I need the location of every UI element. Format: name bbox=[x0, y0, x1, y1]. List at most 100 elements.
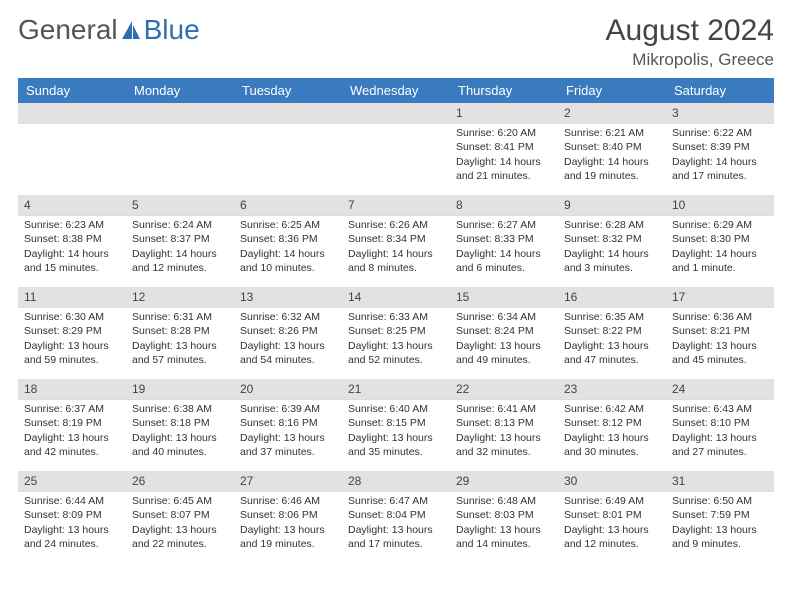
daylight2-line: and 32 minutes. bbox=[456, 445, 552, 459]
daylight1-line: Daylight: 13 hours bbox=[672, 431, 768, 445]
sunset-line: Sunset: 8:03 PM bbox=[456, 508, 552, 522]
sunrise-line: Sunrise: 6:47 AM bbox=[348, 494, 444, 508]
day-number: 8 bbox=[450, 195, 558, 216]
day-number: 11 bbox=[18, 287, 126, 308]
day-cell: 13Sunrise: 6:32 AMSunset: 8:26 PMDayligh… bbox=[234, 287, 342, 379]
daylight2-line: and 54 minutes. bbox=[240, 353, 336, 367]
sunset-line: Sunset: 8:29 PM bbox=[24, 324, 120, 338]
sunset-line: Sunset: 8:33 PM bbox=[456, 232, 552, 246]
day-number: 24 bbox=[666, 379, 774, 400]
day-body: Sunrise: 6:29 AMSunset: 8:30 PMDaylight:… bbox=[666, 216, 774, 279]
day-cell: 16Sunrise: 6:35 AMSunset: 8:22 PMDayligh… bbox=[558, 287, 666, 379]
sunrise-line: Sunrise: 6:49 AM bbox=[564, 494, 660, 508]
sunrise-line: Sunrise: 6:28 AM bbox=[564, 218, 660, 232]
daylight2-line: and 9 minutes. bbox=[672, 537, 768, 551]
day-body: Sunrise: 6:27 AMSunset: 8:33 PMDaylight:… bbox=[450, 216, 558, 279]
day-body: Sunrise: 6:50 AMSunset: 7:59 PMDaylight:… bbox=[666, 492, 774, 555]
day-number: 12 bbox=[126, 287, 234, 308]
daylight1-line: Daylight: 14 hours bbox=[456, 247, 552, 261]
day-body: Sunrise: 6:30 AMSunset: 8:29 PMDaylight:… bbox=[18, 308, 126, 371]
day-cell: 9Sunrise: 6:28 AMSunset: 8:32 PMDaylight… bbox=[558, 195, 666, 287]
weekday-header: Wednesday bbox=[342, 78, 450, 103]
day-body: Sunrise: 6:33 AMSunset: 8:25 PMDaylight:… bbox=[342, 308, 450, 371]
day-cell: 8Sunrise: 6:27 AMSunset: 8:33 PMDaylight… bbox=[450, 195, 558, 287]
day-body: Sunrise: 6:38 AMSunset: 8:18 PMDaylight:… bbox=[126, 400, 234, 463]
daylight1-line: Daylight: 13 hours bbox=[348, 339, 444, 353]
sunrise-line: Sunrise: 6:33 AM bbox=[348, 310, 444, 324]
sunrise-line: Sunrise: 6:38 AM bbox=[132, 402, 228, 416]
daylight1-line: Daylight: 13 hours bbox=[132, 523, 228, 537]
sunset-line: Sunset: 8:28 PM bbox=[132, 324, 228, 338]
daylight1-line: Daylight: 13 hours bbox=[24, 431, 120, 445]
day-number: 17 bbox=[666, 287, 774, 308]
day-cell: 14Sunrise: 6:33 AMSunset: 8:25 PMDayligh… bbox=[342, 287, 450, 379]
day-number bbox=[126, 103, 234, 124]
daylight2-line: and 19 minutes. bbox=[240, 537, 336, 551]
weekday-header: Friday bbox=[558, 78, 666, 103]
weekday-header: Tuesday bbox=[234, 78, 342, 103]
sunset-line: Sunset: 8:06 PM bbox=[240, 508, 336, 522]
day-number: 1 bbox=[450, 103, 558, 124]
brand-part1: General bbox=[18, 14, 118, 46]
day-number: 14 bbox=[342, 287, 450, 308]
month-title: August 2024 bbox=[606, 14, 774, 48]
sunrise-line: Sunrise: 6:23 AM bbox=[24, 218, 120, 232]
day-body: Sunrise: 6:21 AMSunset: 8:40 PMDaylight:… bbox=[558, 124, 666, 187]
sunset-line: Sunset: 8:13 PM bbox=[456, 416, 552, 430]
daylight2-line: and 57 minutes. bbox=[132, 353, 228, 367]
sunrise-line: Sunrise: 6:40 AM bbox=[348, 402, 444, 416]
day-number: 27 bbox=[234, 471, 342, 492]
day-body: Sunrise: 6:24 AMSunset: 8:37 PMDaylight:… bbox=[126, 216, 234, 279]
daylight2-line: and 52 minutes. bbox=[348, 353, 444, 367]
day-body: Sunrise: 6:22 AMSunset: 8:39 PMDaylight:… bbox=[666, 124, 774, 187]
sunrise-line: Sunrise: 6:36 AM bbox=[672, 310, 768, 324]
day-cell: 6Sunrise: 6:25 AMSunset: 8:36 PMDaylight… bbox=[234, 195, 342, 287]
day-number: 21 bbox=[342, 379, 450, 400]
day-cell bbox=[342, 103, 450, 195]
day-cell: 12Sunrise: 6:31 AMSunset: 8:28 PMDayligh… bbox=[126, 287, 234, 379]
weekday-header-row: Sunday Monday Tuesday Wednesday Thursday… bbox=[18, 78, 774, 103]
week-row: 11Sunrise: 6:30 AMSunset: 8:29 PMDayligh… bbox=[18, 287, 774, 379]
day-cell: 31Sunrise: 6:50 AMSunset: 7:59 PMDayligh… bbox=[666, 471, 774, 563]
day-number: 26 bbox=[126, 471, 234, 492]
day-body: Sunrise: 6:41 AMSunset: 8:13 PMDaylight:… bbox=[450, 400, 558, 463]
sunset-line: Sunset: 8:36 PM bbox=[240, 232, 336, 246]
daylight1-line: Daylight: 13 hours bbox=[672, 339, 768, 353]
day-cell: 11Sunrise: 6:30 AMSunset: 8:29 PMDayligh… bbox=[18, 287, 126, 379]
day-number: 3 bbox=[666, 103, 774, 124]
day-cell bbox=[126, 103, 234, 195]
day-number: 31 bbox=[666, 471, 774, 492]
daylight2-line: and 19 minutes. bbox=[564, 169, 660, 183]
sunset-line: Sunset: 8:37 PM bbox=[132, 232, 228, 246]
day-cell: 2Sunrise: 6:21 AMSunset: 8:40 PMDaylight… bbox=[558, 103, 666, 195]
daylight1-line: Daylight: 13 hours bbox=[240, 339, 336, 353]
sunrise-line: Sunrise: 6:46 AM bbox=[240, 494, 336, 508]
day-body: Sunrise: 6:46 AMSunset: 8:06 PMDaylight:… bbox=[234, 492, 342, 555]
day-number: 7 bbox=[342, 195, 450, 216]
sunset-line: Sunset: 8:18 PM bbox=[132, 416, 228, 430]
day-cell: 3Sunrise: 6:22 AMSunset: 8:39 PMDaylight… bbox=[666, 103, 774, 195]
daylight1-line: Daylight: 13 hours bbox=[240, 523, 336, 537]
daylight1-line: Daylight: 13 hours bbox=[456, 431, 552, 445]
day-body: Sunrise: 6:31 AMSunset: 8:28 PMDaylight:… bbox=[126, 308, 234, 371]
daylight2-line: and 47 minutes. bbox=[564, 353, 660, 367]
day-cell: 21Sunrise: 6:40 AMSunset: 8:15 PMDayligh… bbox=[342, 379, 450, 471]
brand-logo: General Blue bbox=[18, 14, 200, 46]
day-number bbox=[234, 103, 342, 124]
title-block: August 2024 Mikropolis, Greece bbox=[606, 14, 774, 70]
day-number: 19 bbox=[126, 379, 234, 400]
week-row: 4Sunrise: 6:23 AMSunset: 8:38 PMDaylight… bbox=[18, 195, 774, 287]
day-body: Sunrise: 6:20 AMSunset: 8:41 PMDaylight:… bbox=[450, 124, 558, 187]
header: General Blue August 2024 Mikropolis, Gre… bbox=[18, 14, 774, 70]
day-body: Sunrise: 6:32 AMSunset: 8:26 PMDaylight:… bbox=[234, 308, 342, 371]
sunset-line: Sunset: 8:12 PM bbox=[564, 416, 660, 430]
daylight1-line: Daylight: 14 hours bbox=[672, 247, 768, 261]
daylight2-line: and 40 minutes. bbox=[132, 445, 228, 459]
day-cell: 7Sunrise: 6:26 AMSunset: 8:34 PMDaylight… bbox=[342, 195, 450, 287]
sunrise-line: Sunrise: 6:44 AM bbox=[24, 494, 120, 508]
day-cell: 20Sunrise: 6:39 AMSunset: 8:16 PMDayligh… bbox=[234, 379, 342, 471]
day-number: 29 bbox=[450, 471, 558, 492]
sunset-line: Sunset: 8:32 PM bbox=[564, 232, 660, 246]
daylight2-line: and 8 minutes. bbox=[348, 261, 444, 275]
sunset-line: Sunset: 8:26 PM bbox=[240, 324, 336, 338]
